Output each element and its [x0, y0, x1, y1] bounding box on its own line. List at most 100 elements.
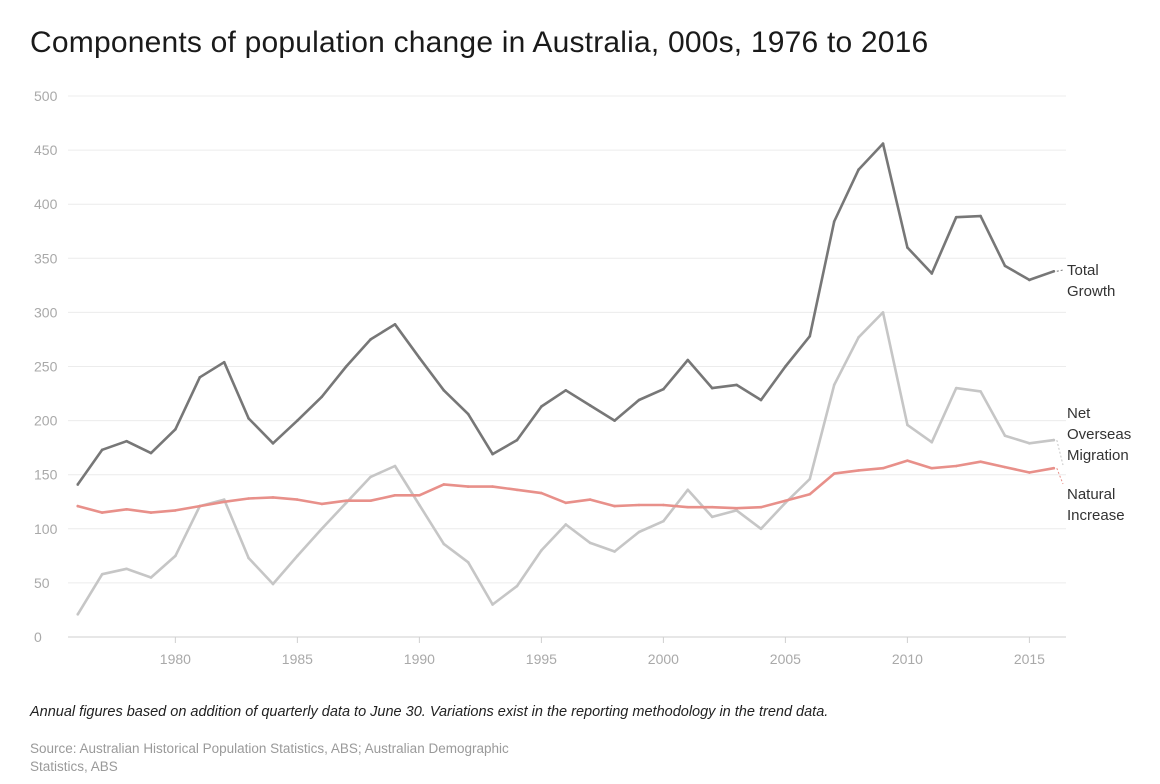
total-growth-point — [759, 398, 763, 402]
net-overseas-migration-point — [686, 488, 690, 492]
net-overseas-migration-point — [1003, 434, 1007, 438]
natural-increase-point — [564, 501, 568, 505]
natural-increase-point — [759, 505, 763, 509]
net-overseas-migration-point — [515, 584, 519, 588]
net-overseas-migration-point — [76, 612, 80, 616]
natural-increase-point — [344, 499, 348, 502]
net-overseas-migration-point — [930, 440, 934, 444]
y-tick-label: 450 — [34, 142, 58, 158]
net-overseas-migration-point — [491, 603, 494, 606]
natural-increase-point — [100, 511, 104, 514]
total-growth-point — [832, 220, 836, 223]
net-overseas-migration-point — [808, 477, 812, 481]
y-axis-ticks: 0 50 100 150 200 250 300 350 400 450 500 — [34, 88, 58, 645]
net-overseas-migration-point — [149, 576, 153, 579]
total-growth-point — [491, 452, 494, 456]
natural-increase-point — [198, 504, 202, 508]
natural-increase-point — [1003, 465, 1007, 469]
series-lines — [76, 142, 1056, 616]
net-overseas-migration-point — [710, 515, 714, 519]
net-overseas-migration-point — [247, 556, 250, 560]
net-overseas-migration-point — [832, 383, 836, 387]
net-overseas-migration-point — [540, 549, 543, 552]
x-tick-label: 2015 — [1014, 651, 1045, 667]
total-growth-label-leader — [1056, 269, 1064, 272]
natural-increase-point — [710, 505, 714, 509]
total-growth-point — [344, 365, 348, 368]
x-tick-label: 2010 — [892, 651, 923, 667]
natural-increase-point — [369, 499, 372, 502]
total-growth-point — [710, 386, 714, 390]
y-tick-label: 350 — [34, 250, 58, 266]
natural-increase-point — [686, 505, 690, 509]
natural-increase-point — [1052, 466, 1056, 470]
natural-increase-point — [588, 498, 592, 501]
y-tick-label: 0 — [34, 629, 42, 645]
total-growth-point — [881, 142, 885, 145]
net-overseas-migration-point — [1028, 442, 1031, 445]
total-growth-point — [515, 438, 519, 442]
natural-increase-point — [222, 500, 226, 504]
total-growth-point — [954, 215, 958, 219]
y-tick-label: 250 — [34, 359, 58, 375]
natural-increase-point — [125, 508, 128, 511]
natural-increase-point — [540, 491, 543, 495]
y-tick-label: 200 — [34, 413, 58, 429]
total-growth-point — [686, 358, 690, 362]
total-growth-point — [222, 360, 226, 364]
total-growth-point — [662, 387, 665, 391]
natural-increase-point — [418, 493, 421, 497]
x-tick-label: 1980 — [160, 651, 191, 667]
net-overseas-migration-point — [466, 561, 470, 564]
natural-increase-point — [1028, 471, 1031, 474]
natural-increase-point — [442, 483, 446, 486]
natural-increase-point — [149, 511, 153, 514]
total-growth-point — [174, 427, 177, 431]
natural-increase-point — [832, 472, 836, 475]
total-growth-point — [76, 483, 80, 486]
net-overseas-migration-label: Migration — [1067, 447, 1129, 464]
chart-note: Annual figures based on addition of quar… — [30, 704, 829, 720]
total-growth-point — [564, 389, 568, 392]
natural-increase-point — [954, 464, 958, 468]
natural-increase-point — [808, 492, 812, 496]
y-tick-label: 500 — [34, 88, 58, 104]
net-overseas-migration-point — [954, 386, 958, 390]
net-overseas-migration-point — [100, 572, 104, 576]
natural-increase-label: Natural — [1067, 486, 1115, 503]
net-overseas-migration-point — [271, 582, 275, 586]
net-overseas-migration-point — [344, 501, 348, 505]
natural-increase-line — [76, 459, 1056, 514]
total-growth-point — [100, 448, 104, 452]
total-growth-point — [637, 398, 641, 402]
net-overseas-migration-line — [76, 311, 1056, 616]
net-overseas-migration-point — [418, 503, 421, 507]
net-overseas-migration-point — [906, 423, 909, 427]
total-growth-point — [149, 451, 153, 455]
net-overseas-migration-point — [613, 550, 616, 553]
natural-increase-point — [174, 509, 177, 512]
total-growth-point — [784, 365, 787, 368]
natural-increase-point — [857, 469, 860, 472]
total-growth-point — [930, 272, 934, 275]
natural-increase-point — [784, 499, 787, 502]
net-overseas-migration-point — [222, 498, 226, 501]
total-growth-point — [540, 405, 543, 408]
total-growth-point — [1003, 264, 1007, 268]
total-growth-label: Total — [1067, 262, 1099, 279]
y-tick-label: 100 — [34, 521, 58, 537]
total-growth-point — [466, 412, 470, 416]
net-overseas-migration-point — [881, 311, 885, 314]
total-growth-point — [588, 404, 592, 407]
natural-increase-point — [930, 466, 934, 470]
total-growth-point — [393, 323, 397, 326]
net-overseas-migration-point — [369, 475, 372, 479]
total-growth-point — [979, 214, 982, 218]
natural-increase-point — [320, 502, 324, 506]
net-overseas-migration-point — [759, 527, 763, 531]
net-overseas-migration-label: Overseas — [1067, 426, 1131, 443]
natural-increase-point — [613, 504, 616, 508]
chart-source: Source: Australian Historical Population… — [30, 741, 509, 774]
net-overseas-migration-point — [296, 554, 299, 558]
